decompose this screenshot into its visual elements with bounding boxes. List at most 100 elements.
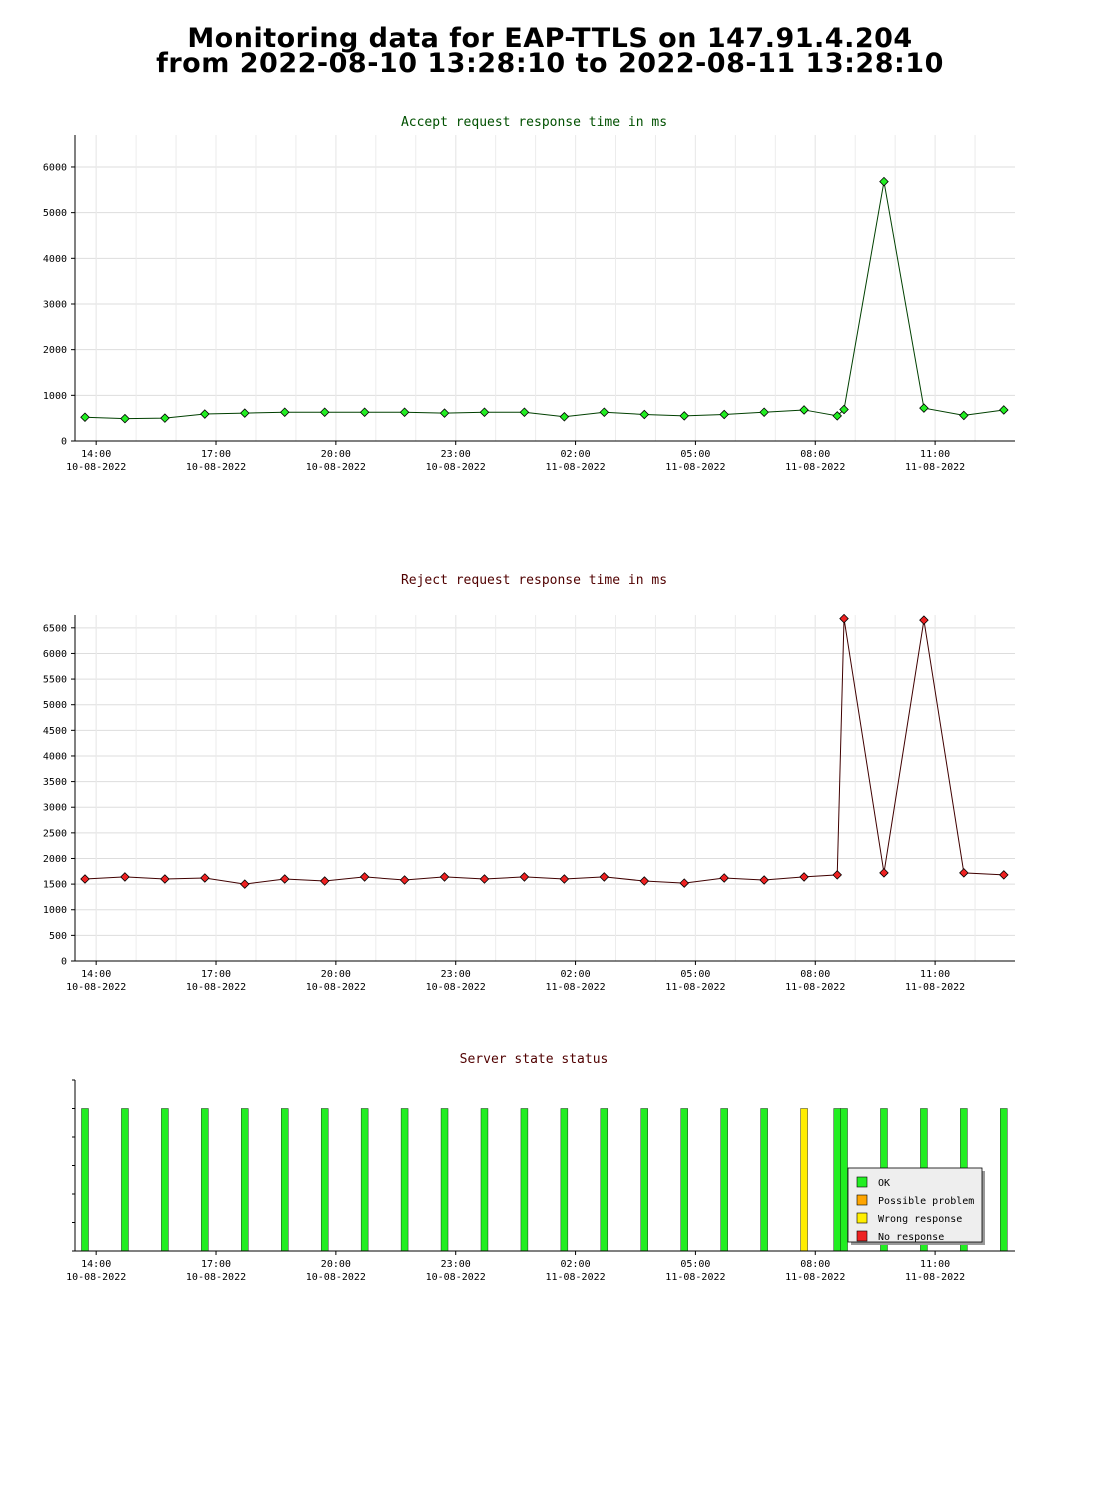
y-tick-label: 6500 [43, 623, 67, 634]
chart-title: Accept request response time in ms [401, 115, 667, 130]
status-bar [833, 1108, 841, 1252]
legend-swatch [856, 1176, 868, 1188]
status-bar [480, 1108, 489, 1252]
y-tick-label: 0 [61, 437, 67, 448]
data-point [519, 872, 530, 882]
x-tick-date-label: 11-08-2022 [785, 982, 845, 993]
x-tick-time-label: 14:00 [81, 969, 111, 980]
x-tick-date-label: 10-08-2022 [186, 462, 246, 473]
data-point [832, 870, 842, 880]
series-line [84, 618, 1004, 885]
data-point [639, 409, 650, 420]
x-tick-time-label: 05:00 [680, 449, 710, 460]
data-point [919, 403, 929, 413]
status-bar [1000, 1108, 1008, 1252]
status-bar [201, 1108, 209, 1252]
y-tick-label: 6000 [43, 162, 67, 173]
x-tick-time-label: 11:00 [920, 969, 950, 980]
x-tick-time-label: 08:00 [800, 969, 830, 980]
y-tick-label: 2000 [43, 345, 67, 356]
data-point [879, 176, 889, 187]
legend-swatch [856, 1230, 868, 1242]
data-point [999, 405, 1009, 415]
data-point [359, 872, 370, 882]
data-point [839, 404, 849, 415]
x-tick-time-label: 11:00 [920, 449, 950, 460]
data-point [399, 407, 410, 417]
y-tick-label: 1000 [43, 905, 67, 916]
data-point [759, 407, 769, 417]
status-bar [640, 1108, 648, 1252]
x-tick-date-label: 11-08-2022 [545, 462, 605, 473]
legend-label: No response [878, 1232, 944, 1243]
page-title-line-1: Monitoring data for EAP-TTLS on 147.91.4… [187, 23, 913, 54]
x-tick-date-label: 10-08-2022 [186, 1272, 246, 1283]
status-bar [560, 1108, 569, 1252]
x-tick-time-label: 20:00 [321, 449, 351, 460]
data-point [599, 407, 610, 417]
y-tick-label: 3500 [43, 777, 67, 788]
accept-response-chart: Accept request response time in ms 14:00 1… [43, 115, 1015, 473]
server-state-chart: Server state status 14:00 10-08-2022 17:00 1… [66, 1052, 1015, 1283]
status-bar [440, 1108, 449, 1252]
x-tick-time-label: 23:00 [441, 969, 471, 980]
x-tick-date-label: 10-08-2022 [66, 462, 126, 473]
status-bar [800, 1108, 808, 1252]
x-tick-date-label: 10-08-2022 [186, 982, 246, 993]
x-tick-time-label: 02:00 [561, 449, 591, 460]
x-tick-date-label: 11-08-2022 [905, 462, 965, 473]
page-title-line-2: from 2022-08-10 13:28:10 to 2022-08-11 1… [156, 48, 944, 79]
x-tick-date-label: 10-08-2022 [66, 982, 126, 993]
x-tick-date-label: 10-08-2022 [306, 982, 366, 993]
y-tick-label: 1500 [43, 880, 67, 891]
data-point [679, 411, 689, 421]
data-point [279, 874, 290, 884]
y-tick-label: 5500 [43, 675, 67, 686]
x-tick-time-label: 02:00 [561, 969, 591, 980]
x-tick-time-label: 02:00 [561, 1259, 591, 1270]
y-tick-label: 500 [49, 931, 67, 942]
status-bar [161, 1108, 169, 1252]
x-tick-date-label: 10-08-2022 [306, 462, 366, 473]
y-tick-label: 4000 [43, 751, 67, 762]
x-tick-time-label: 11:00 [920, 1259, 950, 1270]
x-tick-time-label: 14:00 [81, 1259, 111, 1270]
data-point [679, 878, 689, 888]
data-point [479, 874, 490, 884]
status-bar [281, 1108, 289, 1252]
status-bar [680, 1108, 688, 1252]
chart-title: Reject request response time in ms [401, 573, 667, 588]
x-tick-date-label: 10-08-2022 [306, 1272, 366, 1283]
x-tick-date-label: 10-08-2022 [66, 1272, 126, 1283]
legend-swatch [856, 1194, 868, 1206]
y-tick-label: 5000 [43, 208, 67, 219]
status-bar [360, 1108, 369, 1252]
x-tick-time-label: 23:00 [441, 1259, 471, 1270]
status-bar [241, 1108, 249, 1252]
data-point [120, 872, 130, 882]
data-point [80, 874, 90, 884]
x-tick-date-label: 11-08-2022 [545, 982, 605, 993]
data-point [200, 873, 210, 883]
data-point [240, 408, 250, 418]
y-tick-label: 5000 [43, 700, 67, 711]
data-point [80, 412, 90, 423]
x-tick-time-label: 08:00 [800, 449, 830, 460]
data-point [719, 873, 729, 883]
data-point [160, 874, 170, 884]
x-tick-date-label: 10-08-2022 [426, 982, 486, 993]
x-tick-date-label: 10-08-2022 [426, 1272, 486, 1283]
x-tick-date-label: 11-08-2022 [665, 982, 725, 993]
status-bar [81, 1108, 89, 1252]
x-tick-date-label: 11-08-2022 [785, 462, 845, 473]
y-tick-label: 4000 [43, 254, 67, 265]
y-tick-label: 0 [61, 957, 67, 968]
series-line [84, 181, 1004, 420]
status-bar [320, 1108, 329, 1252]
x-tick-time-label: 17:00 [201, 1259, 231, 1270]
status-bar [121, 1108, 129, 1252]
x-tick-time-label: 08:00 [800, 1259, 830, 1270]
data-point [200, 409, 210, 419]
x-tick-date-label: 11-08-2022 [545, 1272, 605, 1283]
status-bar [760, 1108, 768, 1252]
